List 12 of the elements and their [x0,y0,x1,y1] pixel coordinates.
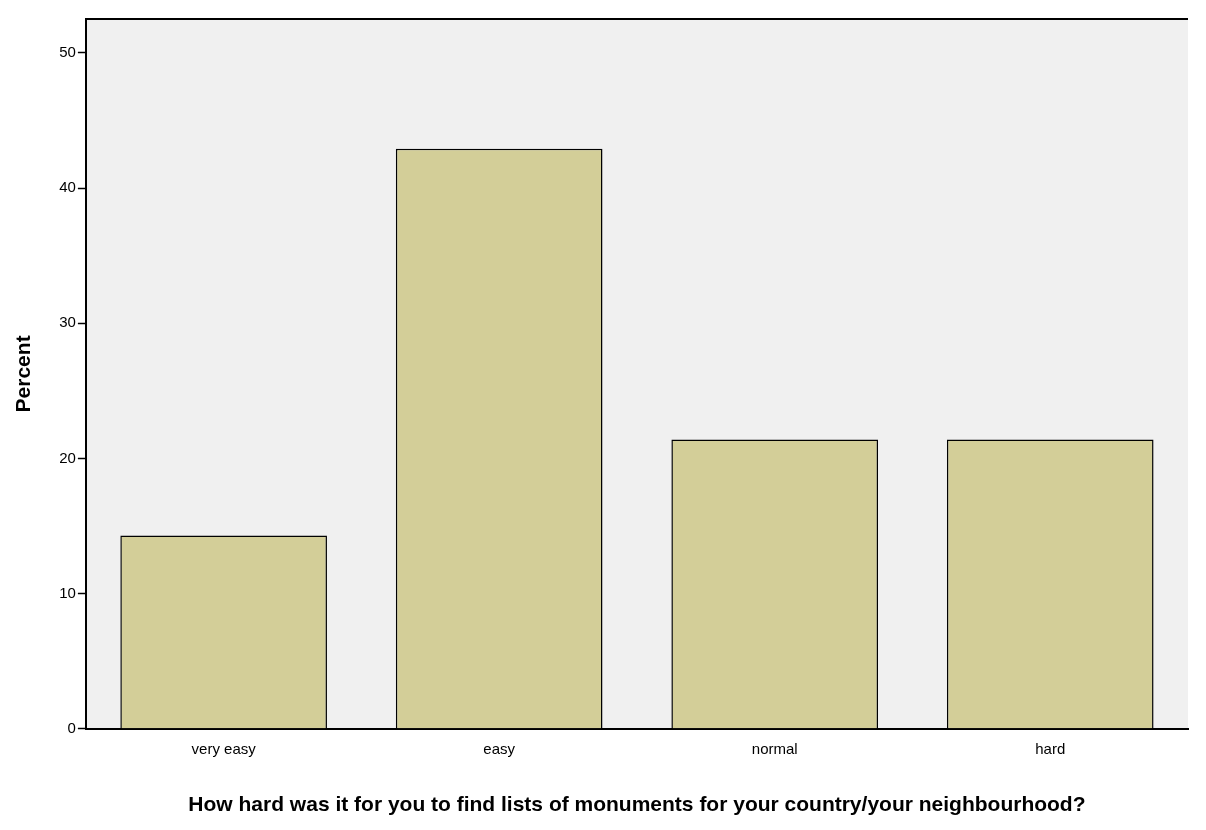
y-tick-label: 20 [59,448,76,466]
x-axis-title: How hard was it for you to find lists of monuments for your country/your neighbourhood? [188,792,1086,816]
y-tick-label: 0 [67,718,76,736]
y-tick-label: 30 [59,313,76,331]
x-tick-label: very easy [191,739,257,757]
y-tick-label: 40 [59,178,76,196]
x-tick-label: hard [1035,739,1066,757]
y-tick-label: 10 [59,583,76,601]
y-tick-label: 50 [59,42,76,60]
x-tick-label: normal [751,739,798,757]
x-tick-label: easy [483,739,516,757]
y-axis-title: Percent [11,335,35,413]
